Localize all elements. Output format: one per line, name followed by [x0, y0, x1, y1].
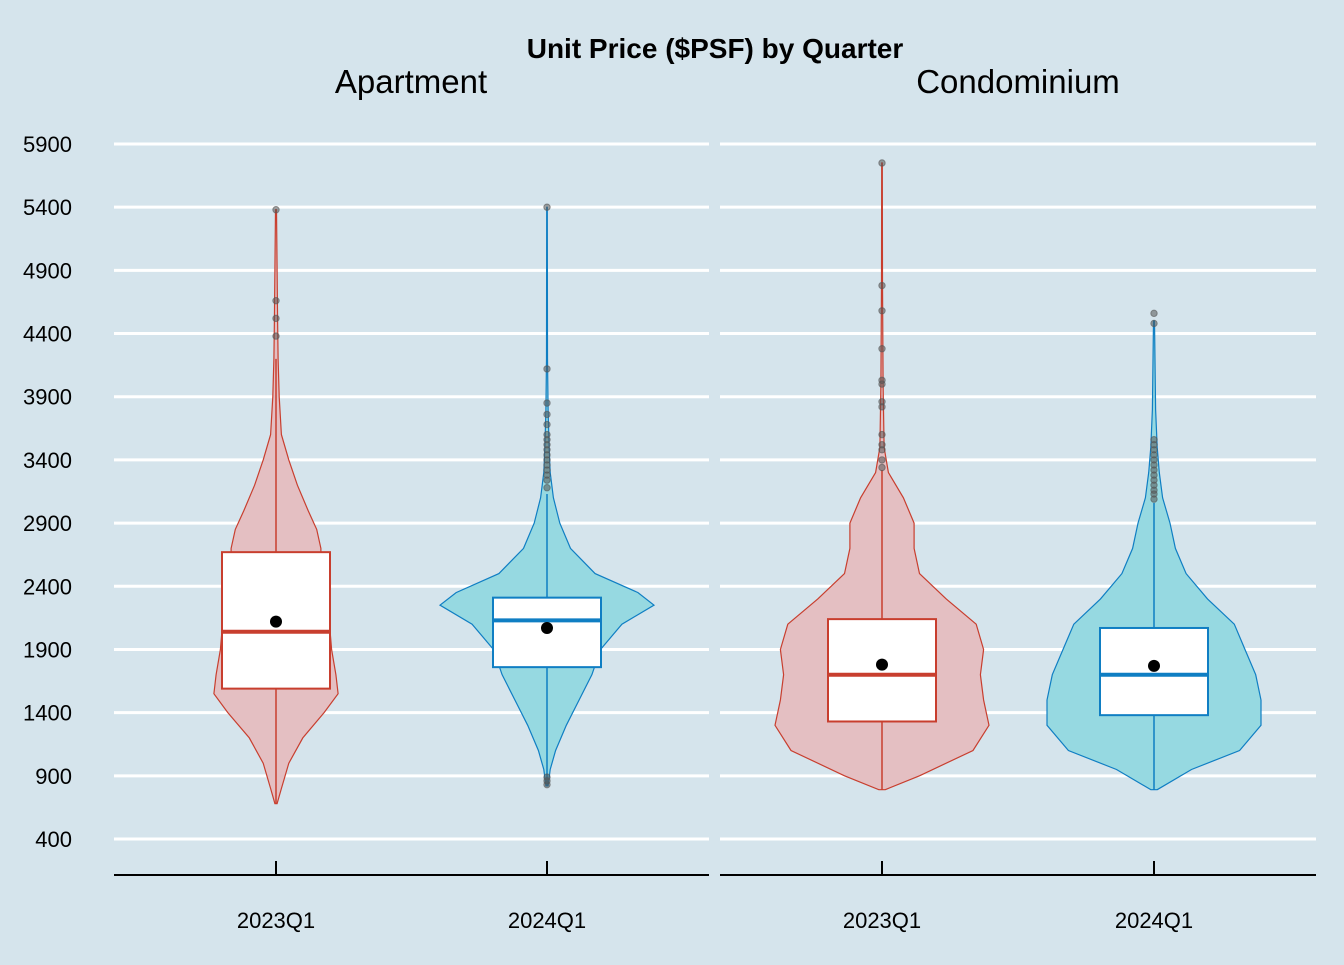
outlier-point: [878, 441, 886, 449]
outlier-point: [878, 345, 886, 353]
x-tick-label: 2024Q1: [1115, 908, 1193, 933]
outlier-point: [543, 410, 551, 419]
panel-label: Condominium: [916, 63, 1120, 100]
outlier-point: [543, 773, 551, 781]
y-tick-label: 4900: [23, 258, 72, 283]
outlier-point: [543, 420, 551, 429]
panel-label: Apartment: [335, 63, 487, 100]
y-tick-label: 900: [35, 764, 72, 789]
outlier-point: [878, 376, 886, 384]
y-tick-label: 2400: [23, 574, 72, 599]
mean-point: [541, 621, 553, 634]
outlier-point: [878, 281, 886, 290]
outlier-point: [1150, 435, 1158, 444]
outlier-point: [543, 430, 551, 439]
y-tick-label: 400: [35, 827, 72, 852]
mean-point: [270, 615, 282, 628]
y-tick-label: 2900: [23, 511, 72, 536]
outlier-point: [272, 206, 280, 214]
outlier-point: [543, 365, 551, 373]
x-tick-label: 2023Q1: [237, 908, 315, 933]
plot-layer: [213, 159, 1262, 805]
outlier-point: [878, 463, 886, 472]
x-tick-label: 2023Q1: [843, 908, 921, 933]
outlier-point: [878, 456, 886, 464]
box-iqr: [1099, 626, 1209, 717]
outlier-point: [543, 484, 551, 492]
y-tick-label: 5900: [23, 132, 72, 157]
mean-point: [1148, 659, 1160, 672]
outlier-point: [543, 203, 551, 211]
outlier-point: [878, 430, 886, 439]
outlier-point: [878, 307, 886, 315]
y-tick-label: 3400: [23, 448, 72, 473]
x-tick-label: 2024Q1: [508, 908, 586, 933]
outlier-point: [543, 399, 551, 407]
outlier-point: [878, 159, 886, 167]
outlier-point: [1150, 319, 1158, 328]
y-tick-label: 1400: [23, 701, 72, 726]
outlier-point: [272, 296, 280, 305]
y-tick-label: 4400: [23, 322, 72, 347]
chart-title: Unit Price ($PSF) by Quarter: [527, 33, 904, 64]
outlier-point: [878, 398, 886, 406]
y-tick-label: 1900: [23, 637, 72, 662]
y-tick-label: 3900: [23, 385, 72, 410]
outlier-point: [272, 332, 280, 340]
y-tick-label: 5400: [23, 195, 72, 220]
outlier-point: [272, 314, 280, 323]
axis-layer: 400 900 1400 1900 2400 2900 3400 3900 4400 4900 54…: [23, 63, 1316, 933]
mean-point: [876, 658, 888, 671]
outlier-point: [1150, 309, 1158, 318]
